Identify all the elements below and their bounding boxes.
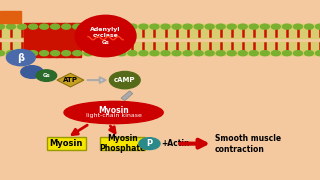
Circle shape bbox=[283, 51, 292, 56]
Bar bbox=[32, 23, 41, 57]
Polygon shape bbox=[121, 91, 133, 101]
Circle shape bbox=[62, 51, 71, 56]
Bar bbox=[0, 11, 21, 23]
Text: Smooth muscle
contraction: Smooth muscle contraction bbox=[215, 134, 281, 154]
Text: Myosin: Myosin bbox=[98, 106, 129, 115]
Circle shape bbox=[84, 24, 93, 29]
Circle shape bbox=[293, 51, 302, 56]
Text: Gs: Gs bbox=[102, 40, 109, 45]
Circle shape bbox=[18, 24, 27, 29]
Circle shape bbox=[40, 24, 49, 29]
Circle shape bbox=[205, 24, 214, 29]
Circle shape bbox=[227, 51, 236, 56]
Circle shape bbox=[205, 51, 214, 56]
Circle shape bbox=[227, 24, 236, 29]
Circle shape bbox=[238, 24, 247, 29]
Circle shape bbox=[18, 51, 27, 56]
Circle shape bbox=[260, 51, 269, 56]
Circle shape bbox=[117, 51, 126, 56]
Text: Myosin: Myosin bbox=[50, 139, 83, 148]
Circle shape bbox=[73, 24, 82, 29]
Circle shape bbox=[172, 51, 181, 56]
Circle shape bbox=[249, 24, 258, 29]
Text: Gs: Gs bbox=[43, 73, 50, 78]
Circle shape bbox=[51, 24, 60, 29]
Circle shape bbox=[62, 24, 71, 29]
Circle shape bbox=[139, 24, 148, 29]
FancyBboxPatch shape bbox=[47, 137, 86, 150]
Circle shape bbox=[117, 24, 126, 29]
Circle shape bbox=[194, 24, 203, 29]
Text: ATP: ATP bbox=[63, 77, 78, 83]
Circle shape bbox=[293, 24, 302, 29]
Circle shape bbox=[238, 51, 247, 56]
Circle shape bbox=[0, 24, 4, 29]
Circle shape bbox=[36, 70, 57, 81]
Circle shape bbox=[109, 71, 140, 89]
Circle shape bbox=[161, 51, 170, 56]
Circle shape bbox=[305, 24, 314, 29]
Circle shape bbox=[216, 24, 225, 29]
Circle shape bbox=[316, 51, 320, 56]
Circle shape bbox=[271, 51, 280, 56]
Text: cAMP: cAMP bbox=[114, 77, 136, 83]
Circle shape bbox=[216, 51, 225, 56]
Circle shape bbox=[271, 24, 280, 29]
Circle shape bbox=[0, 51, 4, 56]
Circle shape bbox=[95, 51, 104, 56]
Circle shape bbox=[21, 66, 43, 78]
Circle shape bbox=[172, 24, 181, 29]
Circle shape bbox=[161, 24, 170, 29]
Circle shape bbox=[28, 24, 37, 29]
Circle shape bbox=[73, 51, 82, 56]
FancyBboxPatch shape bbox=[100, 137, 145, 150]
Circle shape bbox=[183, 51, 192, 56]
Circle shape bbox=[106, 24, 115, 29]
Circle shape bbox=[40, 51, 49, 56]
Circle shape bbox=[139, 51, 148, 56]
Polygon shape bbox=[57, 73, 84, 87]
Circle shape bbox=[249, 51, 258, 56]
Ellipse shape bbox=[75, 15, 136, 57]
Text: Myosin
Phosphate: Myosin Phosphate bbox=[99, 134, 146, 153]
Circle shape bbox=[305, 51, 314, 56]
Circle shape bbox=[283, 24, 292, 29]
Circle shape bbox=[51, 51, 60, 56]
Circle shape bbox=[6, 50, 35, 66]
Bar bbox=[64, 23, 73, 57]
Bar bbox=[72, 23, 81, 57]
Text: Adenylyl
cyclase: Adenylyl cyclase bbox=[90, 27, 121, 38]
Circle shape bbox=[139, 138, 160, 150]
Circle shape bbox=[6, 51, 15, 56]
Text: β: β bbox=[17, 53, 24, 63]
Circle shape bbox=[150, 51, 159, 56]
Bar bbox=[40, 23, 49, 57]
Circle shape bbox=[150, 24, 159, 29]
Bar bbox=[56, 23, 65, 57]
Circle shape bbox=[128, 51, 137, 56]
Circle shape bbox=[194, 51, 203, 56]
Bar bbox=[0, 24, 320, 38]
Bar bbox=[0, 42, 320, 55]
Text: light-chain kinase: light-chain kinase bbox=[86, 113, 141, 118]
Circle shape bbox=[316, 24, 320, 29]
Text: P: P bbox=[146, 139, 153, 148]
Circle shape bbox=[260, 24, 269, 29]
Bar bbox=[24, 23, 33, 57]
Circle shape bbox=[28, 51, 37, 56]
Ellipse shape bbox=[64, 101, 163, 124]
Circle shape bbox=[106, 51, 115, 56]
Circle shape bbox=[128, 24, 137, 29]
Circle shape bbox=[6, 24, 15, 29]
Circle shape bbox=[183, 24, 192, 29]
Circle shape bbox=[84, 51, 93, 56]
Circle shape bbox=[95, 24, 104, 29]
Bar bbox=[48, 23, 57, 57]
Text: +Actin: +Actin bbox=[161, 139, 189, 148]
